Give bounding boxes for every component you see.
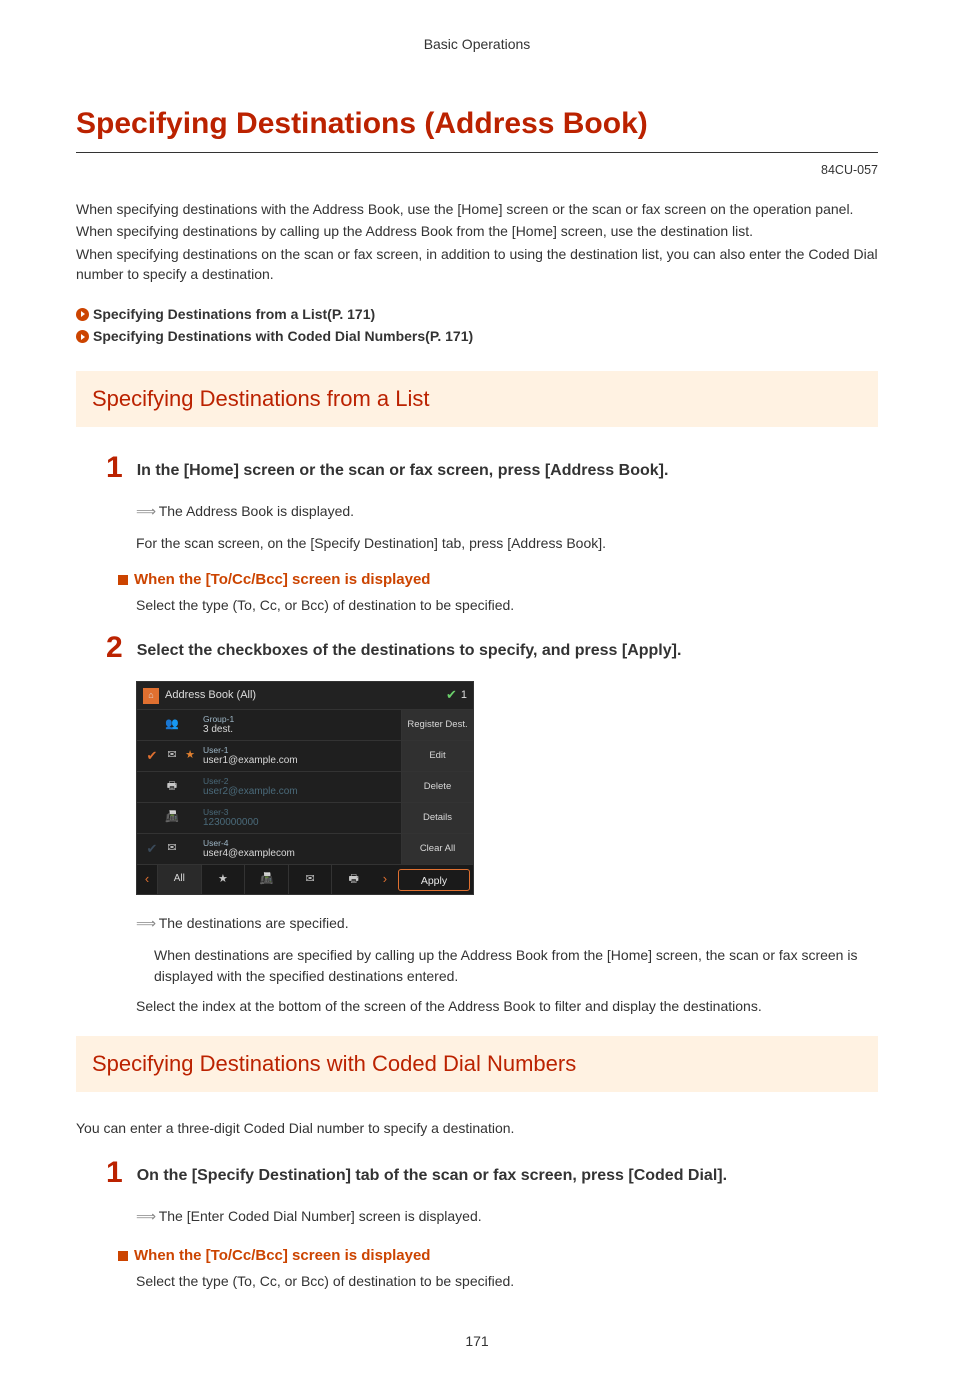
- entry-sub: user2@example.com: [203, 786, 397, 797]
- entry-sub: user4@examplecom: [203, 848, 397, 859]
- section-heading-1: Specifying Destinations from a List: [76, 371, 878, 427]
- step-2-result: ⟹ The destinations are specified. When d…: [136, 913, 878, 1016]
- ab-side-button[interactable]: Delete: [401, 771, 473, 802]
- ab-side-button[interactable]: Details: [401, 802, 473, 833]
- intro-p3: When specifying destinations on the scan…: [76, 244, 878, 285]
- intro-block: When specifying destinations with the Ad…: [76, 199, 878, 284]
- step-title: In the [Home] screen or the scan or fax …: [137, 453, 669, 482]
- tab-mail-icon[interactable]: ✉: [288, 865, 332, 894]
- tab-all[interactable]: All: [157, 865, 201, 894]
- ab-row[interactable]: 📠 User-31230000000: [137, 802, 401, 833]
- arrow-icon: ⟹: [136, 917, 153, 933]
- play-bullet-icon: [76, 330, 89, 343]
- ab-side-buttons: Register Dest.EditDeleteDetailsClear All: [401, 709, 473, 864]
- result-detail: When destinations are specified by calli…: [154, 945, 878, 986]
- sub-heading-text: When the [To/Cc/Bcc] screen is displayed: [134, 1245, 430, 1267]
- ab-body: 👥Group-13 dest.✔✉★User-1user1@example.co…: [137, 709, 473, 864]
- step-title: On the [Specify Destination] tab of the …: [137, 1158, 727, 1187]
- s2-step-1-body: ⟹ The [Enter Coded Dial Number] screen i…: [136, 1206, 878, 1228]
- s2-sub-body: Select the type (To, Cc, or Bcc) of dest…: [136, 1271, 878, 1291]
- entry-text: Group-13 dest.: [199, 715, 397, 735]
- checkbox-icon[interactable]: ✔: [141, 747, 163, 766]
- ab-row[interactable]: 👥 Group-13 dest.: [137, 709, 401, 740]
- s2-step-1: 1 On the [Specify Destination] tab of th…: [106, 1158, 878, 1188]
- entry-type-icon: 🖶: [163, 779, 181, 795]
- ab-row[interactable]: 🖶 User-2user2@example.com: [137, 771, 401, 802]
- entry-type-icon: ✉: [163, 841, 181, 857]
- result-text: The destinations are specified.: [159, 915, 349, 931]
- home-icon[interactable]: ⌂: [143, 688, 159, 704]
- ab-bottom-bar: ‹ All ★ 📠 ✉ 🖶 › Apply: [137, 864, 473, 894]
- tab-star-icon[interactable]: ★: [201, 865, 245, 894]
- tab-print-icon[interactable]: 🖶: [331, 865, 375, 894]
- page-title: Specifying Destinations (Address Book): [76, 102, 878, 153]
- step-result: The [Enter Coded Dial Number] screen is …: [159, 1208, 482, 1224]
- square-bullet-icon: [118, 1251, 128, 1261]
- entry-label: User-3: [203, 808, 397, 817]
- result-hint: Select the index at the bottom of the sc…: [136, 996, 878, 1016]
- toc-link-text: Specifying Destinations with Coded Dial …: [93, 326, 473, 346]
- toc-links: Specifying Destinations from a List(P. 1…: [76, 304, 878, 347]
- step-number: 1: [106, 1158, 123, 1188]
- entry-text: User-4user4@examplecom: [199, 839, 397, 859]
- entry-text: User-31230000000: [199, 808, 397, 828]
- entry-sub: user1@example.com: [203, 755, 397, 766]
- entry-text: User-2user2@example.com: [199, 777, 397, 797]
- intro-p2: When specifying destinations by calling …: [76, 221, 878, 241]
- entry-sub: 3 dest.: [203, 724, 397, 735]
- entry-label: User-4: [203, 839, 397, 848]
- arrow-icon: ⟹: [136, 505, 153, 521]
- ab-header: ⌂ Address Book (All) ✔ 1: [137, 682, 473, 709]
- entry-type-icon: 👥: [163, 717, 181, 733]
- page-number: 171: [76, 1331, 878, 1351]
- nav-next-icon[interactable]: ›: [375, 870, 395, 889]
- entry-label: User-2: [203, 777, 397, 786]
- step-note: For the scan screen, on the [Specify Des…: [136, 533, 878, 553]
- step-number: 1: [106, 453, 123, 483]
- entry-sub: 1230000000: [203, 817, 397, 828]
- breadcrumb: Basic Operations: [76, 34, 878, 54]
- ab-side-button[interactable]: Register Dest.: [401, 709, 473, 740]
- section2-intro: You can enter a three-digit Coded Dial n…: [76, 1118, 878, 1138]
- step-2: 2 Select the checkboxes of the destinati…: [106, 633, 878, 663]
- apply-button[interactable]: Apply: [398, 869, 470, 891]
- ab-list: 👥Group-13 dest.✔✉★User-1user1@example.co…: [137, 709, 401, 864]
- entry-type-icon: ✉: [163, 748, 181, 764]
- arrow-icon: ⟹: [136, 1210, 153, 1226]
- entry-type-icon: 📠: [163, 810, 181, 826]
- entry-label: User-1: [203, 746, 397, 755]
- step-number: 2: [106, 633, 123, 663]
- favorite-icon: ★: [181, 748, 199, 764]
- entry-text: User-1user1@example.com: [199, 746, 397, 766]
- play-bullet-icon: [76, 308, 89, 321]
- step-1: 1 In the [Home] screen or the scan or fa…: [106, 453, 878, 483]
- document-id: 84CU-057: [76, 161, 878, 179]
- ab-side-button[interactable]: Clear All: [401, 833, 473, 864]
- selected-count: 1: [461, 688, 467, 704]
- toc-link-2[interactable]: Specifying Destinations with Coded Dial …: [76, 326, 878, 346]
- square-bullet-icon: [118, 575, 128, 585]
- checkbox-icon[interactable]: ✔: [141, 840, 163, 859]
- step-1-body: ⟹ The Address Book is displayed. For the…: [136, 501, 878, 554]
- nav-prev-icon[interactable]: ‹: [137, 870, 157, 889]
- toc-link-text: Specifying Destinations from a List(P. 1…: [93, 304, 375, 324]
- tab-fax-icon[interactable]: 📠: [244, 865, 288, 894]
- step-result: The Address Book is displayed.: [159, 503, 354, 519]
- sub-heading-1: When the [To/Cc/Bcc] screen is displayed: [118, 569, 878, 591]
- sub-body-1: Select the type (To, Cc, or Bcc) of dest…: [136, 595, 878, 615]
- sub-heading-text: When the [To/Cc/Bcc] screen is displayed: [134, 569, 430, 591]
- toc-link-1[interactable]: Specifying Destinations from a List(P. 1…: [76, 304, 878, 324]
- ab-row[interactable]: ✔✉★User-1user1@example.com: [137, 740, 401, 771]
- ab-title: Address Book (All): [165, 688, 446, 704]
- checkmark-icon: ✔: [446, 686, 457, 705]
- address-book-screenshot: ⌂ Address Book (All) ✔ 1 👥 Group-13 dest.…: [136, 681, 474, 895]
- section-heading-2: Specifying Destinations with Coded Dial …: [76, 1036, 878, 1092]
- ab-row[interactable]: ✔✉ User-4user4@examplecom: [137, 833, 401, 864]
- ab-side-button[interactable]: Edit: [401, 740, 473, 771]
- intro-p1: When specifying destinations with the Ad…: [76, 199, 878, 219]
- s2-sub-heading: When the [To/Cc/Bcc] screen is displayed: [118, 1245, 878, 1267]
- step-title: Select the checkboxes of the destination…: [137, 633, 682, 662]
- entry-label: Group-1: [203, 715, 397, 724]
